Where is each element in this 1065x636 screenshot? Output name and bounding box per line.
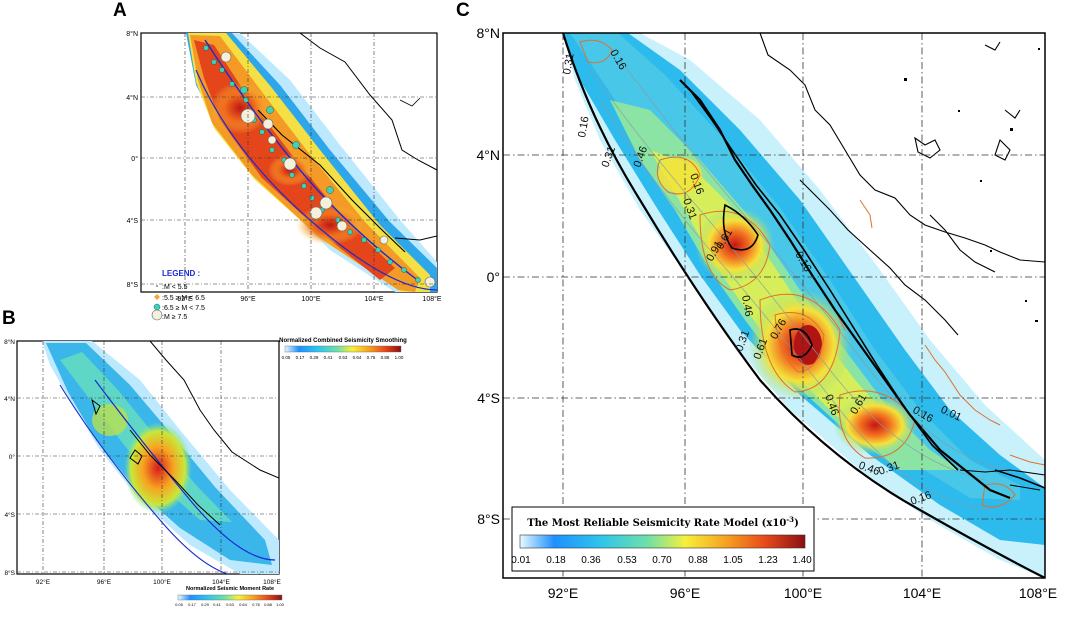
colorbar-tick: 0.17 — [188, 602, 197, 607]
colorbar-tick: 0.05 — [175, 602, 184, 607]
lon-label: 100°E — [153, 578, 171, 586]
lon-label: 92°E — [548, 585, 579, 601]
colorbar-tick: 0.53 — [226, 602, 235, 607]
lon-label: 96°E — [240, 295, 256, 303]
lon-label: 96°E — [97, 578, 112, 586]
colorbar-tick: 0.29 — [310, 355, 319, 360]
lat-label: 0° — [9, 453, 16, 461]
lon-label: 104°E — [903, 585, 941, 601]
legend-item: :M ≥ 7.5 — [162, 314, 187, 321]
panel-b-map: 8°N 4°N 0° 4°S 8°S 92°E 96°E 100°E 104°E… — [4, 338, 285, 607]
colorbar-tick: 0.41 — [213, 602, 222, 607]
colorbar-title: Normalized Seismic Moment Rate — [186, 586, 274, 592]
panel-b-colorbar: Normalized Seismic Moment Rate 0.05 0.17… — [175, 586, 285, 607]
colorbar-tick: 0.53 — [617, 555, 637, 566]
lon-label: 108°E — [422, 295, 441, 303]
colorbar-tick: 0.05 — [282, 355, 291, 360]
lat-label: 0° — [487, 269, 500, 285]
colorbar-title: Normalized Combined Seismicity Smoothing — [279, 338, 407, 344]
panel-c-label: C — [456, 0, 470, 21]
lat-label: 4°S — [477, 390, 500, 406]
lon-label: 100°E — [784, 585, 822, 601]
lat-label: 8°S — [477, 511, 500, 527]
colorbar-tick: 0.29 — [201, 602, 210, 607]
legend-item: :6.5 ≥ M < 7.5 — [162, 305, 205, 312]
lon-label: 92°E — [36, 578, 51, 586]
colorbar-tick: 0.36 — [581, 555, 601, 566]
colorbar-tick: 1.40 — [792, 555, 812, 566]
lon-label: 92°E — [177, 295, 193, 303]
colorbar-tick: 1.23 — [758, 555, 778, 566]
lon-label: 104°E — [364, 295, 383, 303]
legend-item: :M < 5.5 — [162, 284, 188, 291]
contour-label: 0.46 — [739, 294, 755, 317]
lat-label: 4°N — [4, 395, 15, 403]
colorbar-tick: 0.88 — [688, 555, 708, 566]
colorbar-tick: 1.00 — [395, 355, 404, 360]
colorbar-tick: 0.88 — [264, 602, 273, 607]
colorbar-tick: 0.01 — [511, 555, 531, 566]
lon-label: 104°E — [212, 578, 230, 586]
panel-b-label: B — [2, 308, 16, 329]
panel-a-label: A — [113, 0, 127, 21]
colorbar-tick: 0.70 — [652, 555, 672, 566]
legend-marker-large — [151, 309, 163, 321]
lon-label: 96°E — [670, 585, 701, 601]
lon-label: 108°E — [1019, 585, 1057, 601]
legend-item: :5.5 ≥ M < 6.5 — [162, 295, 205, 302]
colorbar-tick: 0.18 — [546, 555, 566, 566]
lon-label: 108°E — [263, 578, 281, 586]
lat-label: 4°N — [126, 94, 138, 102]
lat-label: 4°S — [4, 511, 15, 519]
lat-label: 4°N — [477, 147, 501, 163]
colorbar-tick: 0.64 — [353, 355, 362, 360]
colorbar-tick: 0.17 — [296, 355, 305, 360]
panel-c-map: 0.31 0.16 0.31 0.16 0.31 0.46 0.16 0.31 … — [477, 25, 1058, 601]
panel-a-legend: LEGEND : :M < 5.5 :5.5 ≥ M < 6.5 :6.5 ≥ … — [151, 269, 205, 321]
lat-label: 8°S — [4, 569, 15, 577]
colorbar-tick: 0.76 — [252, 602, 261, 607]
colorbar-tick: 0.53 — [339, 355, 348, 360]
lat-label: 8°N — [477, 25, 501, 41]
lat-label: 4°S — [127, 217, 139, 225]
colorbar-tick: 0.76 — [367, 355, 376, 360]
panel-c-colorbar: The Most Reliable Seismicity Rate Model … — [511, 506, 815, 572]
colorbar-tick: 1.00 — [276, 602, 285, 607]
lat-label: 8°N — [126, 30, 138, 38]
colorbar-tick: 0.88 — [381, 355, 390, 360]
colorbar-tick: 1.05 — [723, 555, 743, 566]
legend-marker-small — [156, 285, 158, 287]
contour-label: 0.31 — [561, 52, 577, 75]
panel-a-map: 8°N 4°N 0° 4°S 8°S 92°E 96°E 100°E 104°E… — [126, 30, 442, 360]
lat-label: 8°S — [127, 281, 139, 289]
panel-a-colorbar: Normalized Combined Seismicity Smoothing… — [279, 338, 407, 360]
lon-label: 100°E — [301, 295, 320, 303]
lat-label: 8°N — [4, 338, 15, 346]
legend-title: LEGEND : — [162, 269, 200, 278]
legend-marker-medium — [153, 303, 161, 311]
colorbar-tick: 0.41 — [324, 355, 333, 360]
colorbar-title: The Most Reliable Seismicity Rate Model … — [527, 515, 799, 529]
contour-label: 0.16 — [576, 115, 592, 138]
legend-marker-diamond — [154, 294, 160, 300]
lat-label: 0° — [131, 155, 138, 163]
colorbar-tick: 0.64 — [239, 602, 248, 607]
